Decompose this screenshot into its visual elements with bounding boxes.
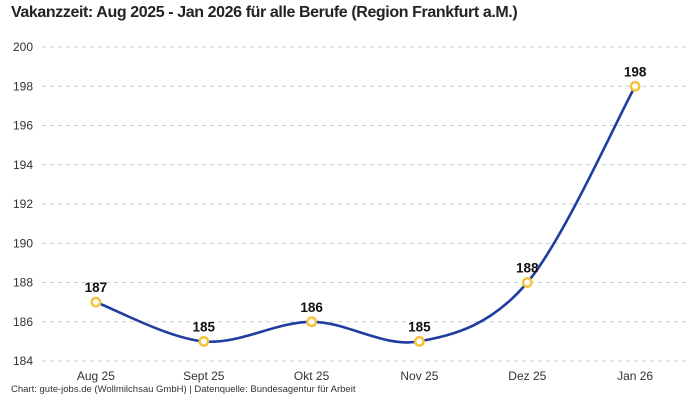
data-point-label: 187: [85, 280, 108, 295]
x-axis-label: Jan 26: [617, 369, 653, 383]
y-axis-tick-label: 200: [13, 40, 33, 54]
data-point-label: 185: [193, 319, 216, 334]
y-axis-tick-label: 198: [13, 79, 33, 93]
data-point-marker[interactable]: [629, 80, 641, 92]
data-point-marker[interactable]: [413, 335, 425, 347]
x-axis-label: Nov 25: [400, 369, 438, 383]
y-axis-tick-label: 196: [13, 119, 33, 133]
data-point-label: 186: [300, 300, 323, 315]
data-point-marker[interactable]: [306, 316, 317, 328]
y-axis-tick-label: 192: [13, 197, 33, 211]
y-axis-tick-label: 188: [13, 276, 33, 290]
data-point-marker[interactable]: [521, 277, 533, 288]
data-point-label: 198: [624, 64, 647, 79]
y-axis-tick-label: 190: [13, 236, 33, 250]
x-axis-label: Okt 25: [294, 369, 330, 383]
data-point-label: 185: [408, 319, 431, 334]
x-axis-label: Dez 25: [508, 369, 546, 383]
y-axis-tick-label: 186: [13, 315, 33, 329]
y-axis-tick-label: 184: [13, 354, 33, 368]
chart-title: Vakanzzeit: Aug 2025 - Jan 2026 für alle…: [11, 4, 518, 21]
x-axis-label: Aug 25: [77, 369, 115, 383]
data-point-marker[interactable]: [90, 296, 102, 308]
chart-attribution: Chart: gute-jobs.de (Wollmilchsau GmbH) …: [11, 384, 356, 395]
data-point-marker[interactable]: [198, 335, 210, 347]
y-axis-tick-label: 194: [13, 158, 33, 172]
data-point-label: 188: [516, 261, 539, 276]
x-axis-label: Sept 25: [183, 369, 225, 383]
series-line: [94, 85, 637, 344]
